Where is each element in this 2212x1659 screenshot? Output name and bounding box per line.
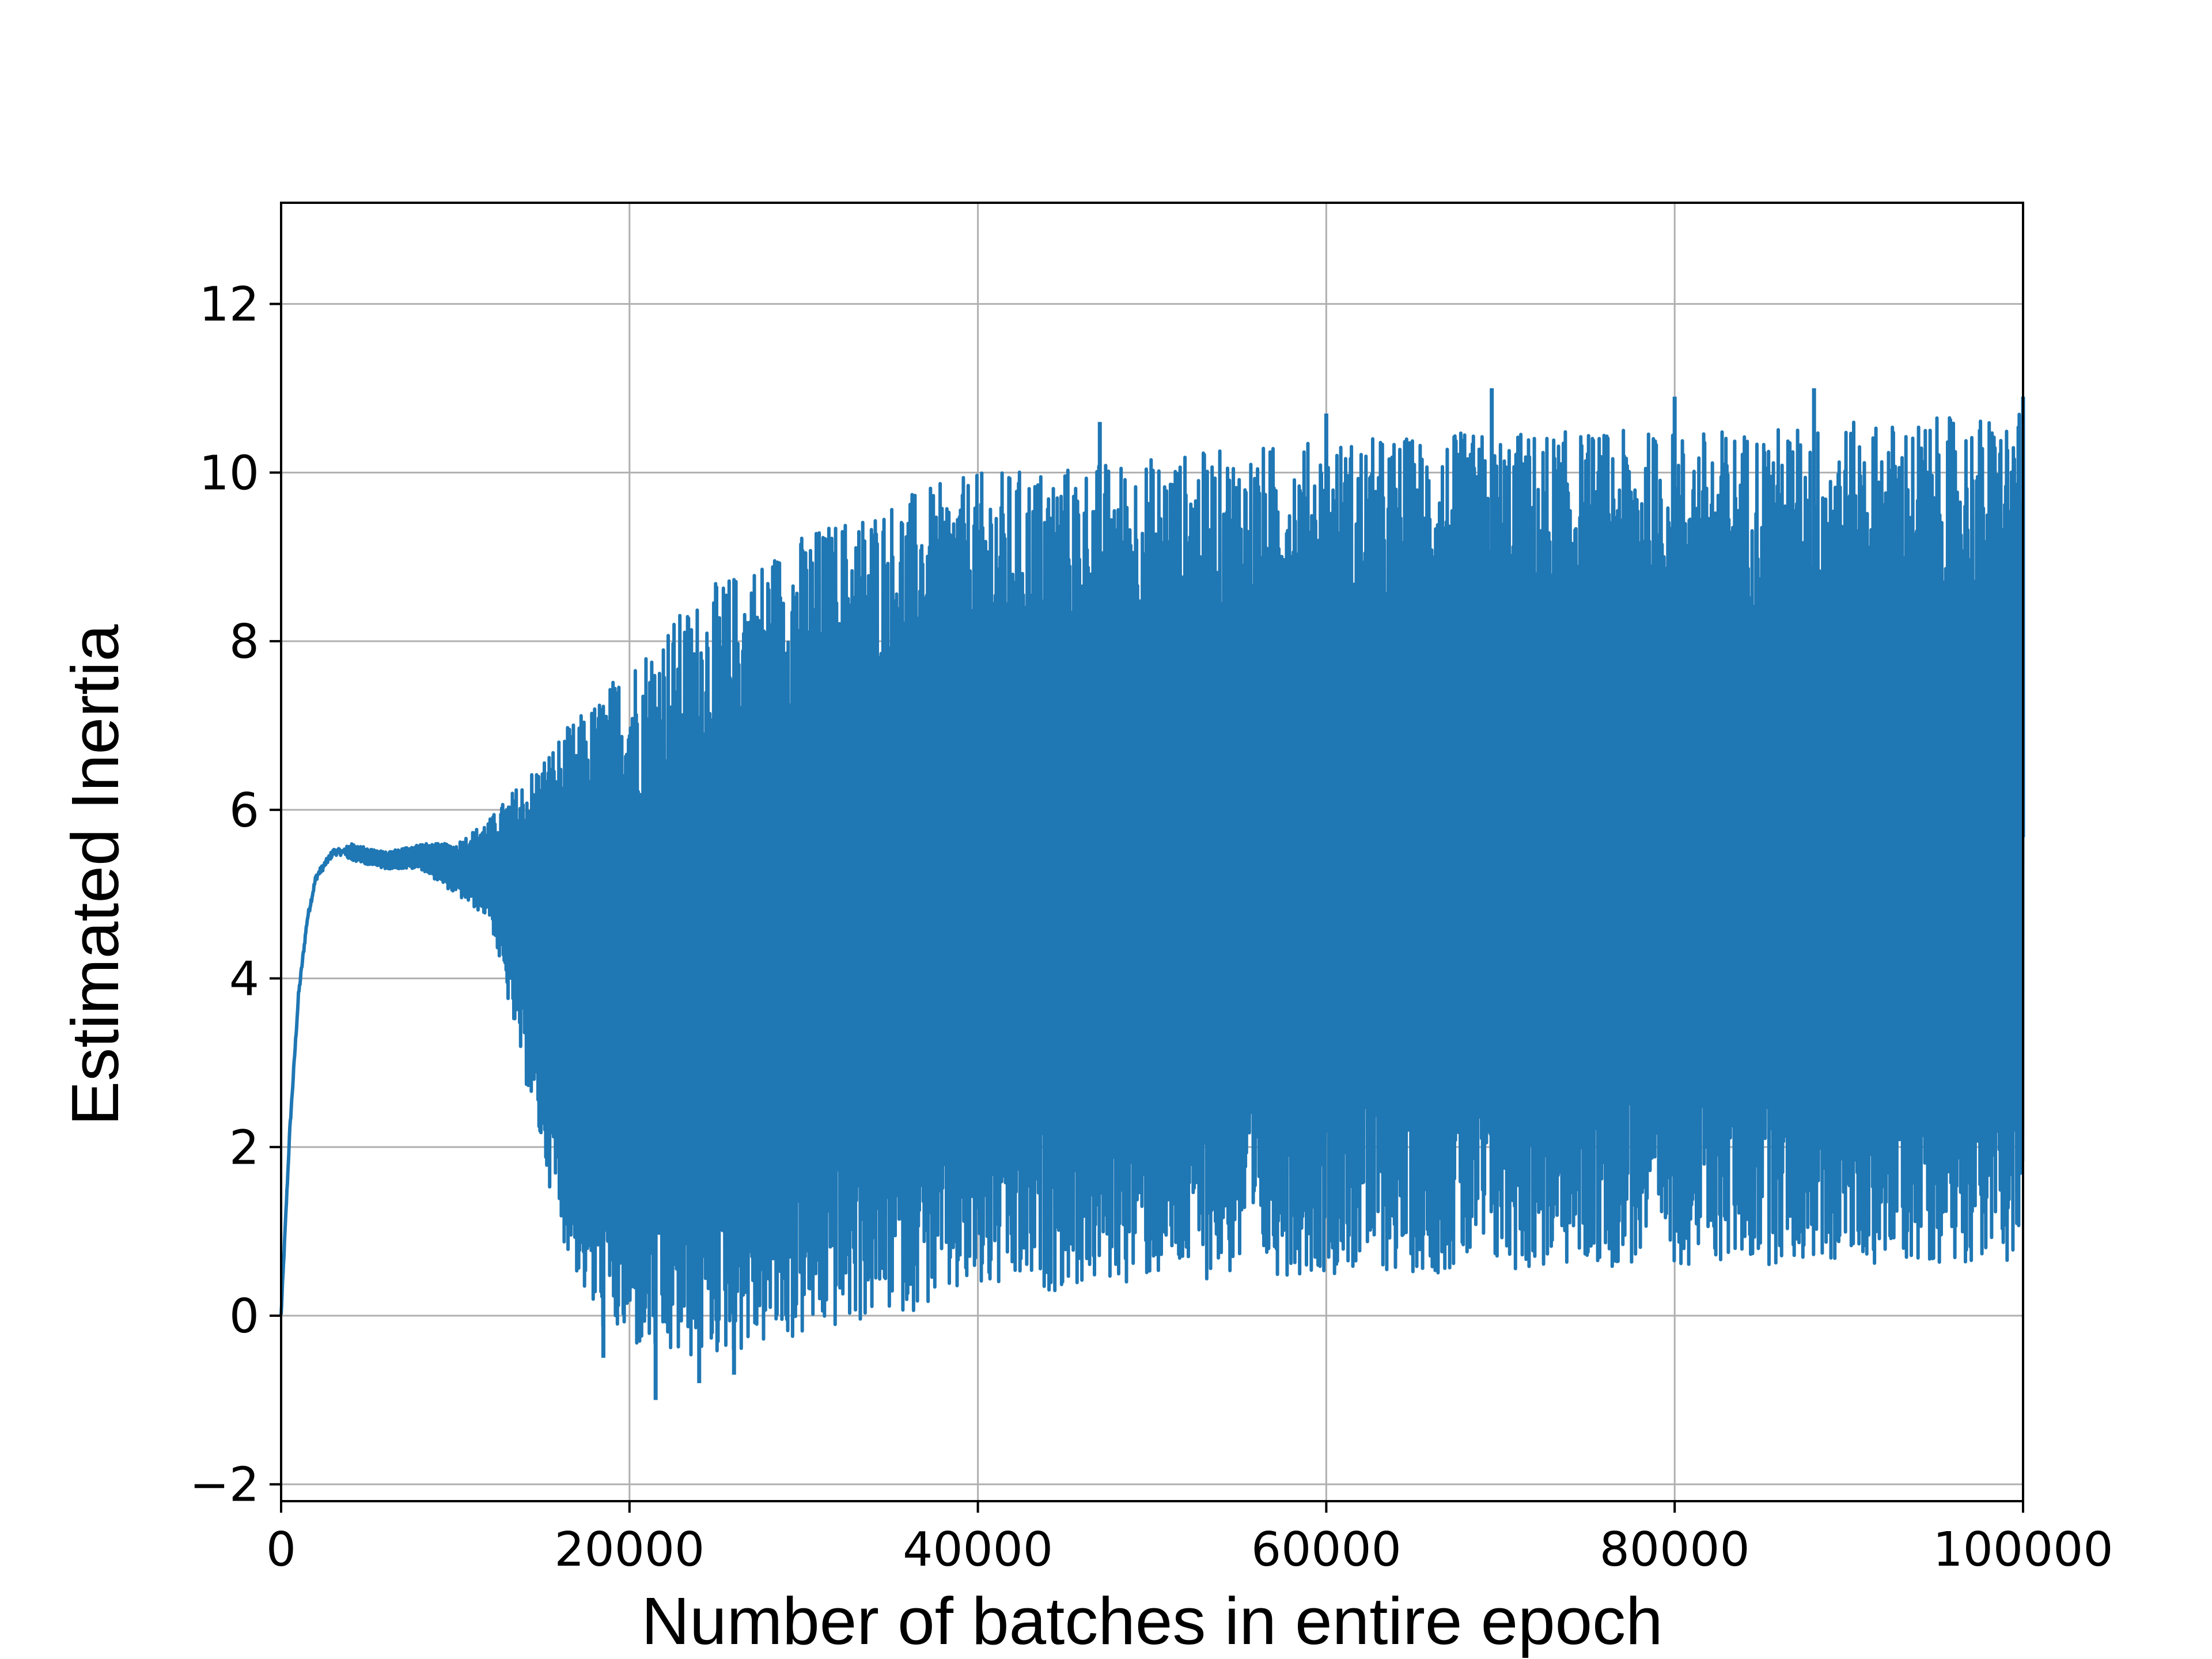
x-tick-label: 80000 <box>1600 1522 1750 1577</box>
y-tick-label: 6 <box>229 783 259 838</box>
y-axis-ticks: −2 0 2 4 6 8 10 12 <box>190 278 281 1513</box>
x-tick-label: 60000 <box>1251 1522 1402 1577</box>
y-tick-label: 0 <box>229 1289 259 1344</box>
y-tick-label: 10 <box>199 446 259 501</box>
x-tick-label: 40000 <box>903 1522 1053 1577</box>
y-tick-label: 8 <box>229 615 259 669</box>
x-tick-label: 20000 <box>554 1522 704 1577</box>
x-axis-ticks: 0 20000 40000 60000 80000 100000 <box>266 1501 2113 1577</box>
series-line <box>279 412 2025 1357</box>
x-axis-label: Number of batches in entire epoch <box>641 1584 1662 1658</box>
y-tick-label: 2 <box>229 1120 259 1175</box>
y-axis-label: Estimated Inertia <box>58 624 132 1126</box>
y-tick-label: −2 <box>190 1458 259 1513</box>
x-tick-label: 0 <box>266 1522 296 1577</box>
plot-frame <box>280 202 2024 1502</box>
y-tick-label: 4 <box>229 952 259 1007</box>
y-tick-label: 12 <box>199 278 259 332</box>
x-tick-label: 100000 <box>1933 1522 2113 1577</box>
